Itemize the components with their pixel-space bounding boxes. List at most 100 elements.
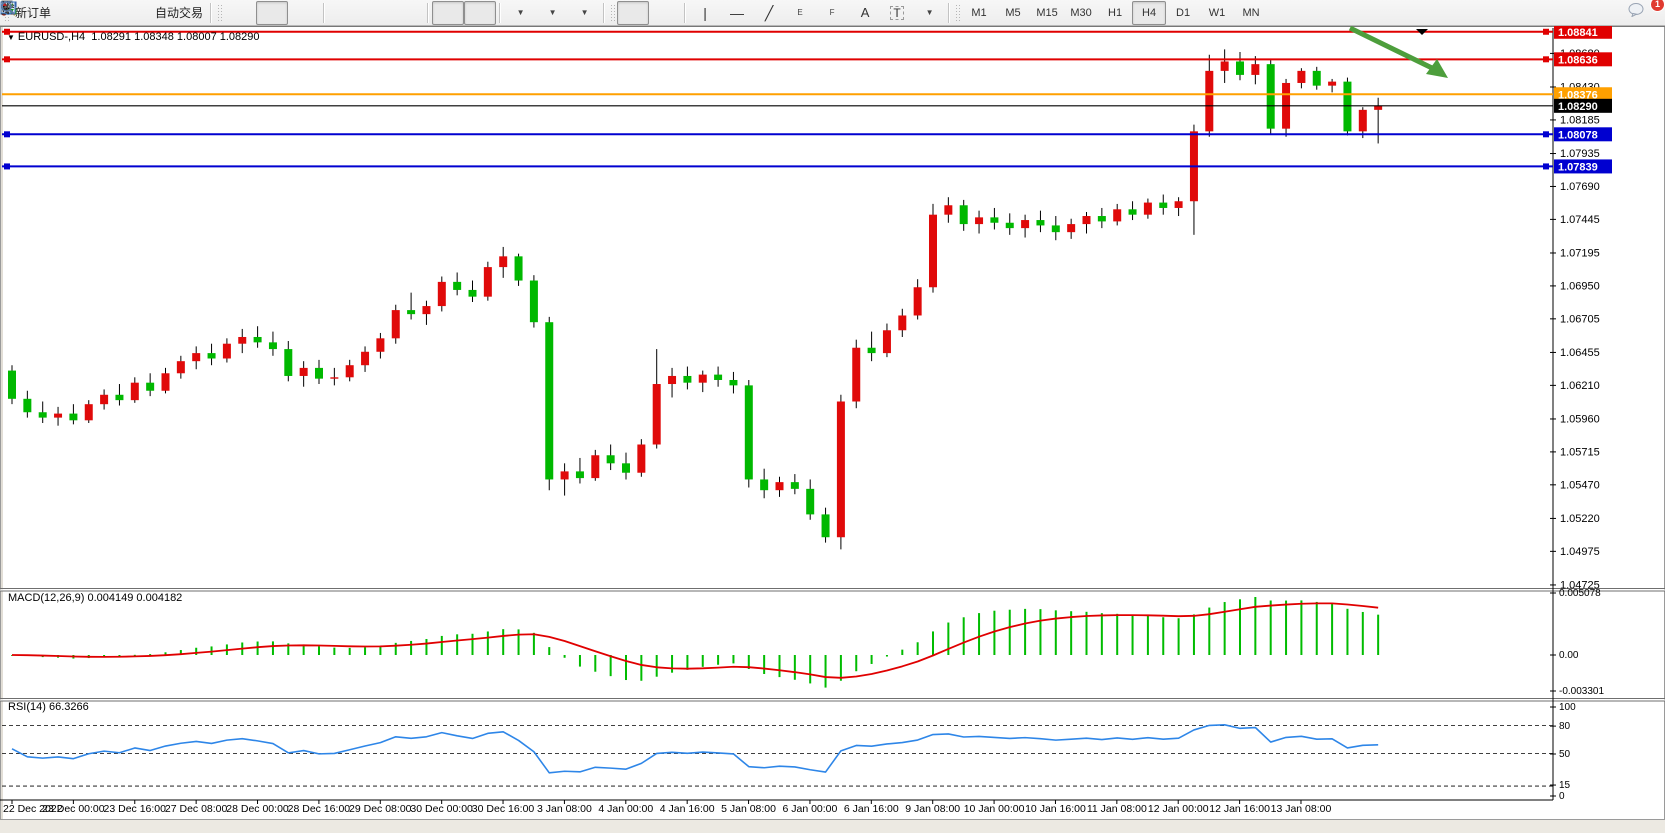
toolbar-separator [323, 2, 326, 23]
candlestick-mode-button[interactable] [1, 0, 289, 25]
trend-arrow-annotation[interactable] [1348, 25, 1448, 78]
svg-text:27 Dec 08:00: 27 Dec 08:00 [165, 803, 228, 815]
svg-text:0.00: 0.00 [1559, 650, 1579, 661]
price-level-line-1.08636[interactable]: 1.08636 [2, 52, 1612, 67]
toolbar-separator [948, 2, 951, 23]
vertical-line-tool-button[interactable]: | [689, 1, 721, 25]
label-tool-label: T [890, 5, 904, 20]
timeframe-m1-button[interactable]: M1 [962, 1, 996, 25]
svg-text:-0.003301: -0.003301 [1559, 686, 1604, 697]
timeframe-w1-button[interactable]: W1 [1200, 1, 1234, 25]
horizontal-line-icon: — [730, 4, 745, 21]
chevron-down-icon: ▼ [580, 8, 589, 17]
chart-title: ▼ EURUSD-,H4 1.08291 1.08348 1.08007 1.08… [7, 31, 260, 43]
svg-text:1.07195: 1.07195 [1560, 247, 1600, 259]
svg-text:4 Jan 16:00: 4 Jan 16:00 [660, 803, 715, 815]
auto-scroll-button[interactable] [1, 0, 465, 25]
price-level-line-1.08376[interactable]: 1.08376 [2, 87, 1612, 102]
svg-text:11 Jan 08:00: 11 Jan 08:00 [1087, 803, 1147, 815]
fibo-tool-label: F [829, 8, 835, 17]
search-icon [1, 1, 16, 16]
text-tool-button[interactable]: A [849, 1, 881, 25]
macd-name: MACD(12,26,9) [8, 592, 85, 604]
timeframe-h1-button[interactable]: H1 [1098, 1, 1132, 25]
main-toolbar: 新订单 自动交 [0, 0, 1665, 26]
indicators-button[interactable]: ▼ [0, 1, 536, 25]
svg-text:1.06210: 1.06210 [1560, 380, 1600, 392]
svg-text:1.05960: 1.05960 [1560, 413, 1600, 425]
chart-background [0, 26, 1665, 833]
symbols-button[interactable] [1, 1, 87, 25]
price-level-line-1.08841[interactable]: 1.08841 [2, 24, 1612, 39]
toolbar-separator [603, 2, 606, 23]
macd-indicator: 0.005078 0.00 -0.003301 [11, 588, 1604, 697]
svg-text:80: 80 [1559, 721, 1571, 732]
timeframe-label: M30 [1070, 6, 1092, 19]
trendline-icon: ╱ [764, 4, 774, 21]
toolbar-right-tools: 1 [1, 0, 1665, 25]
svg-text:1.06950: 1.06950 [1560, 280, 1600, 292]
rsi-indicator-label: RSI(14) 66.3266 [8, 701, 89, 713]
candlestick-series [8, 49, 1383, 550]
price-level-line-1.07839[interactable]: 1.07839 [2, 159, 1612, 174]
fibonacci-tool-button[interactable]: F [1, 1, 849, 25]
cursor-tool-button[interactable] [3, 0, 650, 25]
zoom-in-button[interactable] [1, 1, 360, 25]
timeframe-m30-button[interactable]: M30 [1064, 1, 1098, 25]
signals-button[interactable] [0, 1, 151, 25]
timeframe-mn-button[interactable]: MN [1234, 1, 1268, 25]
timeframe-m5-button[interactable]: M5 [996, 1, 1030, 25]
chevron-down-icon: ▼ [516, 8, 525, 17]
horizontal-line-tool-button[interactable]: — [721, 1, 753, 25]
trendline-tool-button[interactable]: ╱ [753, 1, 785, 25]
timeframe-label: MN [1242, 6, 1260, 19]
svg-text:1.08376: 1.08376 [1558, 89, 1598, 101]
channel-tool-button[interactable]: E [1, 1, 817, 25]
chart-shift-button[interactable] [1, 0, 497, 25]
market-watch-button[interactable] [0, 1, 119, 25]
periods-button[interactable]: ▼ [1, 1, 568, 25]
new-order-button[interactable]: 新订单 [1, 0, 55, 25]
timeframe-m15-button[interactable]: M15 [1030, 1, 1064, 25]
rsi-name: RSI(14) [8, 701, 46, 713]
line-chart-mode-button[interactable] [1, 1, 320, 25]
tile-windows-button[interactable] [0, 1, 424, 25]
bar-chart-mode-button[interactable] [1, 1, 256, 25]
text-label-tool-button[interactable]: T [881, 1, 913, 25]
arrows-tool-button[interactable]: ▼ [1, 1, 945, 25]
chart-end-marker[interactable] [1416, 29, 1428, 35]
svg-text:6 Jan 16:00: 6 Jan 16:00 [844, 803, 899, 815]
svg-text:1.05715: 1.05715 [1560, 446, 1600, 458]
toolbar-separator [684, 2, 687, 23]
toolbar-separator [499, 2, 502, 23]
svg-text:1.08290: 1.08290 [1558, 101, 1598, 113]
price-level-line-1.08078[interactable]: 1.08078 [2, 127, 1612, 142]
symbol-dropdown-icon[interactable]: ▼ [7, 33, 15, 42]
timeframe-h4-button[interactable]: H4 [1132, 0, 1167, 25]
svg-text:10 Jan 00:00: 10 Jan 00:00 [964, 803, 1025, 815]
svg-text:9 Jan 08:00: 9 Jan 08:00 [905, 803, 960, 815]
svg-text:1.08841: 1.08841 [1558, 27, 1598, 39]
rsi-value: 66.3266 [48, 701, 89, 713]
timeframe-label: H1 [1108, 6, 1123, 19]
auto-trading-button[interactable]: 自动交易 [0, 1, 207, 25]
svg-text:1.07935: 1.07935 [1560, 148, 1600, 160]
crosshair-tool-button[interactable] [1, 1, 681, 25]
svg-text:28 Dec 16:00: 28 Dec 16:00 [288, 803, 351, 815]
text-tool-label: A [860, 5, 870, 20]
svg-text:100: 100 [1559, 702, 1576, 713]
svg-text:13 Jan 08:00: 13 Jan 08:00 [1271, 803, 1332, 815]
svg-text:29 Dec 08:00: 29 Dec 08:00 [349, 803, 412, 815]
chart-ohlc-values: 1.08291 1.08348 1.08007 1.08290 [91, 31, 260, 43]
notifications-button[interactable]: 1 [1627, 0, 1665, 25]
current-price-line[interactable]: 1.08290 [2, 98, 1612, 113]
templates-button[interactable]: ▼ [0, 1, 600, 25]
search-button[interactable] [1, 1, 1621, 25]
zoom-out-button[interactable] [1, 1, 392, 25]
notification-badge: 1 [1650, 0, 1665, 12]
timeframe-label: M1 [971, 6, 987, 19]
timeframe-d1-button[interactable]: D1 [1166, 1, 1200, 25]
